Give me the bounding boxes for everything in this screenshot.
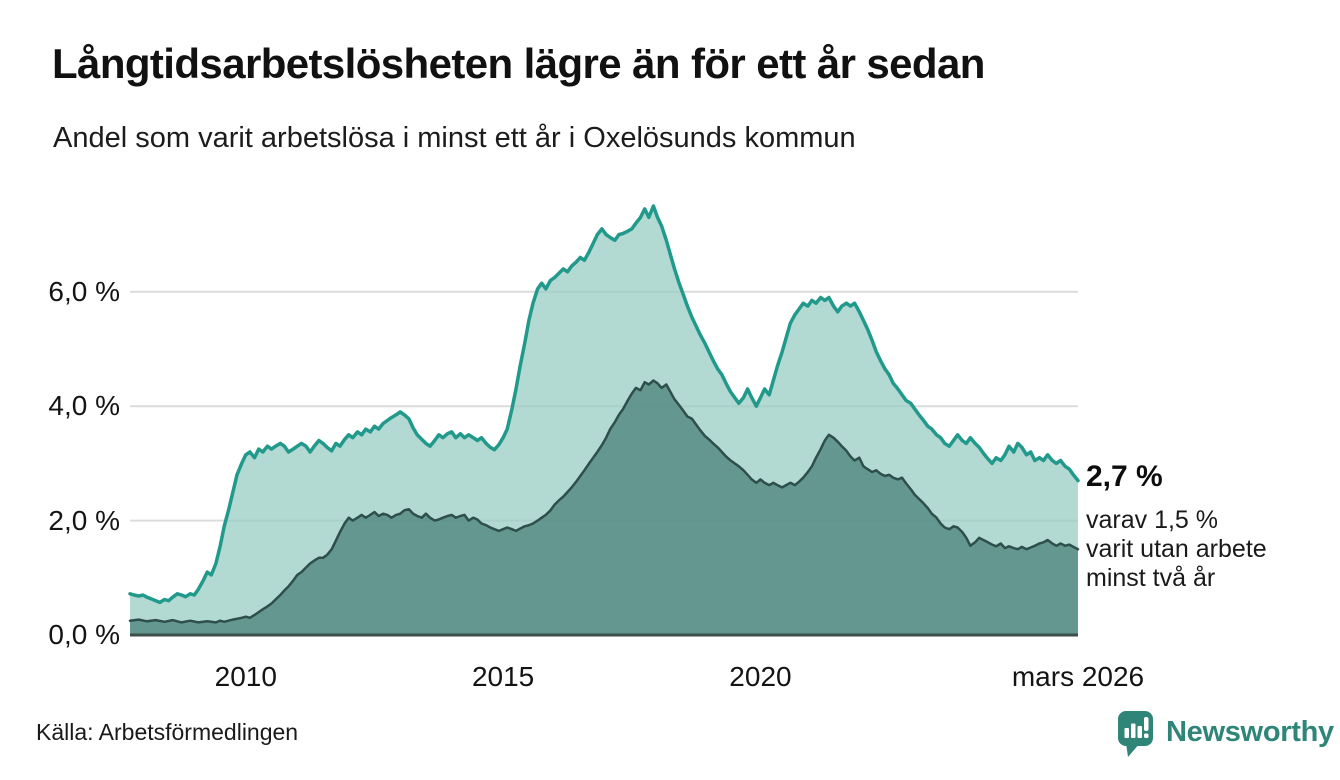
- x-axis-label: 2015: [471, 661, 535, 692]
- annotation-line: varav 1,5 %: [1086, 506, 1219, 534]
- page-subtitle: Andel som varit arbetslösa i minst ett å…: [53, 122, 856, 154]
- end-value-annotation: 2,7 % varav 1,5 % varit utan arbete mins…: [1086, 460, 1336, 593]
- end-value-subtext: varav 1,5 % varit utan arbete minst två …: [1086, 506, 1336, 593]
- line-series-1: [128, 379, 1080, 624]
- line-series-0: [128, 204, 1080, 605]
- y-axis-label: 0,0 %: [48, 619, 120, 650]
- x-axis-label: 2020: [729, 661, 792, 692]
- y-axis-label: 2,0 %: [48, 504, 120, 536]
- x-axis-label: mars 2026: [1011, 661, 1145, 692]
- speech-bubble-bar-chart-icon: [1118, 711, 1153, 757]
- x-axis-label: 2010: [214, 661, 277, 692]
- end-value-label: 2,7 %: [1086, 460, 1163, 493]
- page-title: Långtidsarbetslösheten lägre än för ett …: [52, 40, 985, 87]
- brand-wordmark: Newsworthy: [1166, 716, 1334, 748]
- annotation-line: varit utan arbete: [1086, 535, 1267, 563]
- source-credit: Källa: Arbetsförmedlingen: [36, 719, 299, 745]
- area-series-1: [130, 380, 1078, 635]
- y-axis-label: 6,0 %: [48, 275, 120, 307]
- annotation-line: minst två år: [1086, 564, 1216, 592]
- brand-logo: Newsworthy: [1117, 710, 1334, 758]
- y-axis-label: 4,0 %: [48, 390, 120, 422]
